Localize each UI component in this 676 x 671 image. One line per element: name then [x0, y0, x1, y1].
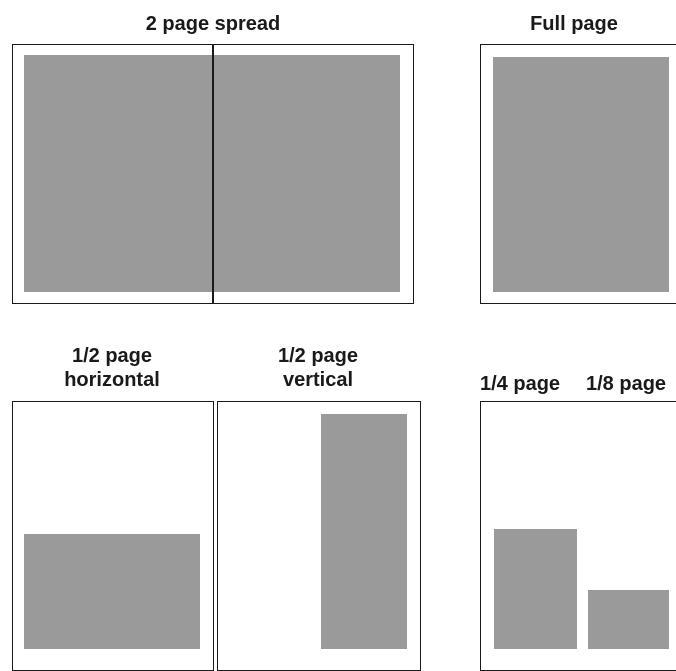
quarter-eighth-page: [480, 401, 676, 671]
half-vertical-label: 1/2 page vertical: [217, 344, 419, 392]
half-vertical-page: [217, 401, 421, 671]
half-vertical-label-line2: vertical: [282, 369, 354, 391]
half-vertical-label-line1: 1/2 page: [277, 345, 359, 367]
quarter-page-ad-area: [494, 529, 577, 649]
spread-fold-line: [212, 44, 214, 304]
half-horizontal-ad-area: [24, 534, 200, 649]
full-page-label: Full page: [530, 13, 618, 35]
half-horizontal-page: [12, 401, 214, 671]
full-page: [480, 44, 676, 304]
half-horizontal-label-line2: horizontal: [64, 369, 160, 391]
half-horizontal-label-line1: 1/2 page: [71, 345, 153, 367]
quarter-page-label: 1/4 page: [480, 373, 561, 395]
eighth-page-label: 1/8 page: [586, 373, 667, 395]
full-page-ad-area: [493, 57, 669, 292]
half-vertical-ad-area: [321, 414, 407, 649]
half-horizontal-label: 1/2 page horizontal: [12, 344, 212, 392]
spread-label: 2 page spread: [145, 13, 281, 35]
eighth-page-ad-area: [588, 590, 669, 649]
